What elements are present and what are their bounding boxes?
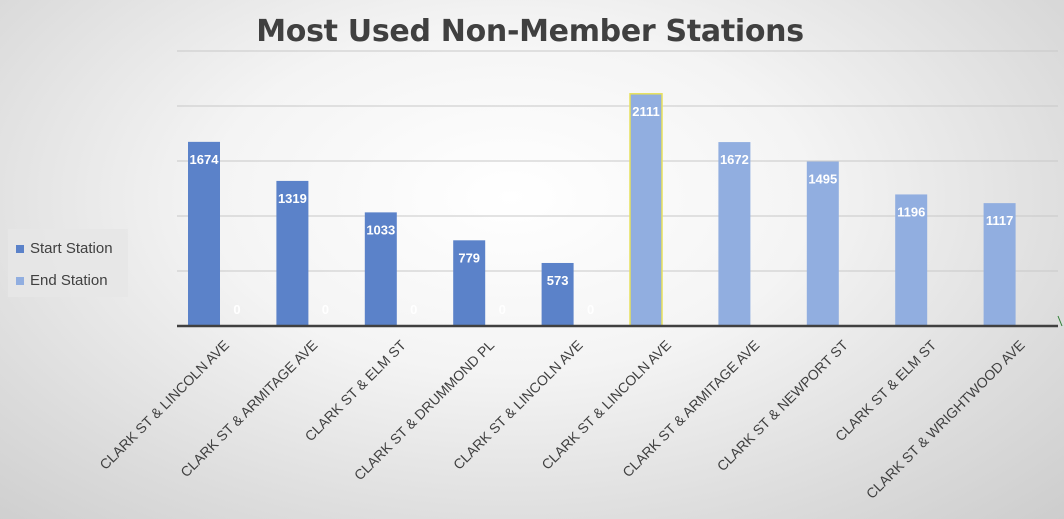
data-label: 1495 [808, 172, 837, 187]
data-label: 2111 [632, 104, 660, 119]
bar-end-8 [895, 194, 928, 326]
data-label: 0 [410, 302, 417, 317]
bar-start-3 [453, 240, 486, 326]
legend: Start Station End Station [8, 229, 128, 297]
legend-label-start-station: Start Station [30, 240, 113, 257]
data-label: 1196 [897, 204, 925, 219]
x-axis-end-mark [1057, 315, 1063, 327]
x-tick-label: CLARK ST & ELM ST [832, 337, 940, 445]
data-label: 1672 [720, 152, 749, 167]
data-label: 0 [587, 302, 594, 317]
legend-label-end-station: End Station [30, 272, 108, 289]
data-label: 1674 [190, 152, 220, 167]
x-tick-label: CLARK ST & ELM ST [302, 337, 410, 445]
legend-item-start-station: Start Station [16, 240, 113, 257]
data-label: 1319 [278, 191, 307, 206]
legend-swatch-end-station [16, 276, 24, 285]
data-labels: 1674 1319 1033 779 573 0 0 0 0 0 2111 1672 1495 1196 1… [190, 104, 1014, 317]
data-label: 0 [499, 302, 506, 317]
bar-start-4 [541, 262, 574, 326]
bar-start-1 [276, 180, 309, 326]
bar-end-7 [806, 161, 839, 326]
bar-end-5 [629, 93, 663, 327]
data-label: 1117 [986, 213, 1014, 228]
data-label: 779 [458, 250, 480, 265]
bar-end-9 [983, 203, 1016, 326]
bar-start-2 [364, 212, 397, 326]
bars [188, 93, 1016, 327]
bar-end-6 [718, 142, 751, 326]
data-label: 0 [322, 302, 329, 317]
legend-swatch-start-station [16, 244, 24, 253]
x-tick-label: CLARK ST & WRIGHTWOOD AVE [863, 337, 1028, 502]
chart-title: Most Used Non-Member Stations [256, 14, 804, 49]
bar-start-0 [188, 141, 220, 326]
legend-item-end-station: End Station [16, 272, 108, 289]
data-label: 1033 [366, 222, 395, 237]
x-tick-label: CLARK ST & DRUMMOND PL [351, 337, 498, 484]
data-label: 573 [547, 273, 569, 288]
data-label: 0 [233, 302, 240, 317]
